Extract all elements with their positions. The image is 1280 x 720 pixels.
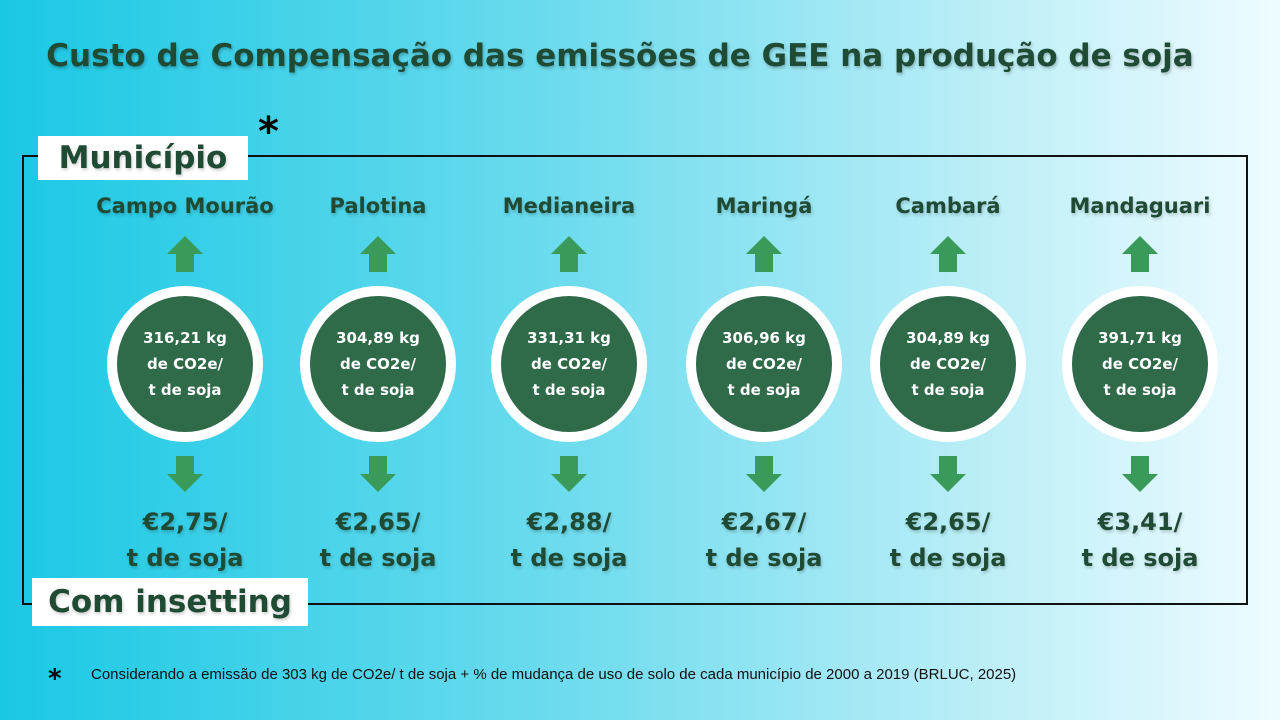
emission-value: 316,21 kg (143, 329, 227, 347)
price-value: €2,67/ (721, 508, 807, 536)
arrow-up-icon (360, 236, 396, 272)
emission-circle: 306,96 kg de CO2e/ t de soja (686, 286, 842, 442)
arrow-down-icon (930, 456, 966, 492)
municipio-column: Palotina 304,89 kg de CO2e/ t de soja €2… (278, 190, 478, 580)
price-unit: t de soja (510, 544, 628, 572)
city-name: Palotina (329, 194, 427, 218)
emission-basis: t de soja (911, 381, 985, 399)
city-name: Cambará (895, 194, 1001, 218)
emission-basis: t de soja (148, 381, 222, 399)
municipio-label: Município (38, 136, 248, 180)
footnote-asterisk: * (48, 664, 62, 694)
insetting-label: Com insetting (32, 578, 308, 626)
emission-basis: t de soja (341, 381, 415, 399)
price-unit: t de soja (705, 544, 823, 572)
price-unit: t de soja (1081, 544, 1199, 572)
emission-value: 306,96 kg (722, 329, 806, 347)
emission-basis: t de soja (532, 381, 606, 399)
offset-price: €2,75/ t de soja (65, 504, 305, 576)
city-name: Campo Mourão (96, 194, 274, 218)
content-frame (22, 155, 1248, 605)
municipio-column: Medianeira 331,31 kg de CO2e/ t de soja … (469, 190, 669, 580)
municipio-column: Mandaguari 391,71 kg de CO2e/ t de soja … (1040, 190, 1240, 580)
emission-circle: 331,31 kg de CO2e/ t de soja (491, 286, 647, 442)
emission-unit: de CO2e/ (531, 355, 607, 373)
price-value: €2,65/ (335, 508, 421, 536)
emission-value: 304,89 kg (906, 329, 990, 347)
emission-value: 331,31 kg (527, 329, 611, 347)
price-unit: t de soja (319, 544, 437, 572)
emission-unit: de CO2e/ (1102, 355, 1178, 373)
price-value: €2,65/ (905, 508, 991, 536)
price-value: €3,41/ (1097, 508, 1183, 536)
municipio-column: Campo Mourão 316,21 kg de CO2e/ t de soj… (85, 190, 285, 580)
municipio-column: Cambará 304,89 kg de CO2e/ t de soja €2,… (848, 190, 1048, 580)
arrow-down-icon (167, 456, 203, 492)
arrow-up-icon (1122, 236, 1158, 272)
asterisk-marker: * (258, 109, 279, 155)
price-unit: t de soja (889, 544, 1007, 572)
arrow-up-icon (167, 236, 203, 272)
arrow-down-icon (746, 456, 782, 492)
emission-basis: t de soja (727, 381, 801, 399)
arrow-up-icon (551, 236, 587, 272)
emission-value: 391,71 kg (1098, 329, 1182, 347)
emission-unit: de CO2e/ (910, 355, 986, 373)
offset-price: €3,41/ t de soja (1020, 504, 1260, 576)
emission-unit: de CO2e/ (147, 355, 223, 373)
price-unit: t de soja (126, 544, 244, 572)
arrow-down-icon (360, 456, 396, 492)
arrow-down-icon (1122, 456, 1158, 492)
price-value: €2,75/ (142, 508, 228, 536)
arrow-up-icon (930, 236, 966, 272)
offset-price: €2,88/ t de soja (449, 504, 689, 576)
arrow-down-icon (551, 456, 587, 492)
emission-unit: de CO2e/ (726, 355, 802, 373)
footnote-text: Considerando a emissão de 303 kg de CO2e… (91, 666, 1017, 683)
city-name: Mandaguari (1069, 194, 1211, 218)
emission-circle: 304,89 kg de CO2e/ t de soja (870, 286, 1026, 442)
municipio-column: Maringá 306,96 kg de CO2e/ t de soja €2,… (664, 190, 864, 580)
offset-price: €2,65/ t de soja (828, 504, 1068, 576)
emission-basis: t de soja (1103, 381, 1177, 399)
emission-value: 304,89 kg (336, 329, 420, 347)
offset-price: €2,67/ t de soja (644, 504, 884, 576)
emission-circle: 304,89 kg de CO2e/ t de soja (300, 286, 456, 442)
city-name: Medianeira (502, 194, 636, 218)
emission-circle: 316,21 kg de CO2e/ t de soja (107, 286, 263, 442)
arrow-up-icon (746, 236, 782, 272)
emission-unit: de CO2e/ (340, 355, 416, 373)
price-value: €2,88/ (526, 508, 612, 536)
emission-circle: 391,71 kg de CO2e/ t de soja (1062, 286, 1218, 442)
city-name: Maringá (715, 194, 813, 218)
offset-price: €2,65/ t de soja (258, 504, 498, 576)
page-title: Custo de Compensação das emissões de GEE… (46, 38, 1194, 74)
